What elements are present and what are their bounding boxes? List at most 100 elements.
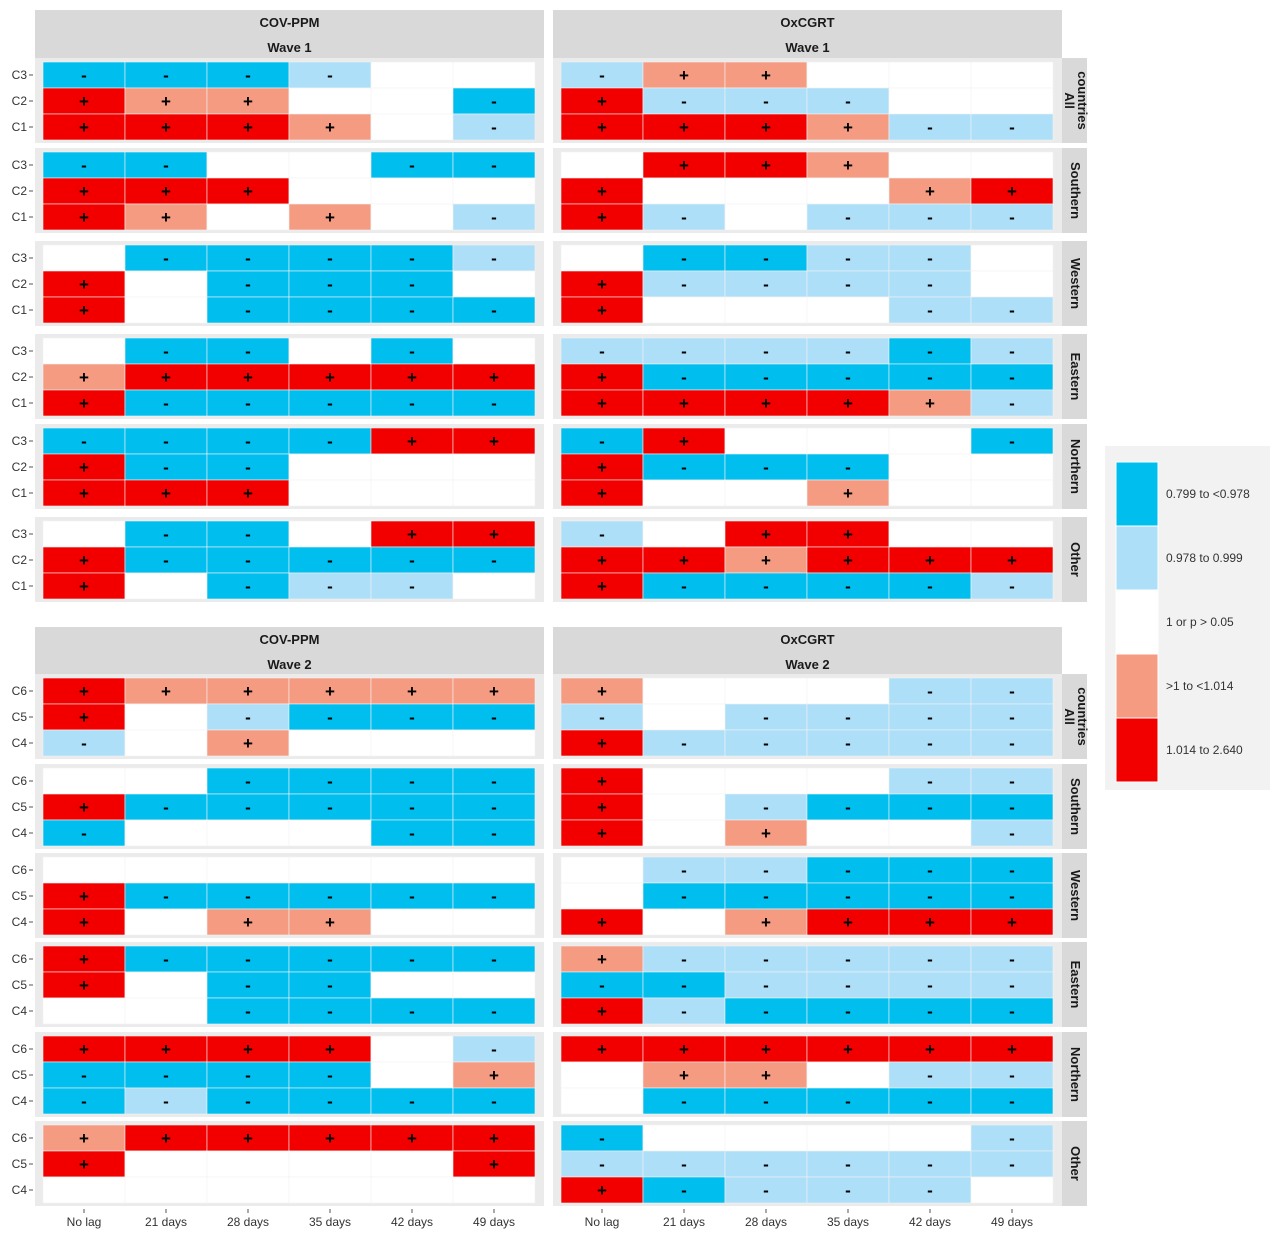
cell-sign: + xyxy=(1007,913,1017,932)
cell-sign: - xyxy=(681,92,687,111)
heatmap-cell xyxy=(724,1150,808,1178)
heatmap-cell xyxy=(206,296,290,324)
cell-sign: + xyxy=(161,118,171,137)
x-tick-label: 28 days xyxy=(745,1215,787,1229)
heatmap-cell xyxy=(124,244,208,272)
heatmap-cell xyxy=(560,113,644,141)
cell-sign: + xyxy=(1007,551,1017,570)
x-tick-label: No lag xyxy=(585,1215,620,1229)
heatmap-cell xyxy=(124,427,208,455)
region-strip xyxy=(1062,1032,1087,1117)
heatmap-cell xyxy=(288,151,372,179)
heatmap-cell xyxy=(560,856,644,884)
wave-label: Wave 1 xyxy=(785,40,829,55)
cell-sign: + xyxy=(79,275,89,294)
heatmap-cell xyxy=(806,1176,890,1204)
heatmap-cell xyxy=(42,546,126,574)
heatmap-cell xyxy=(888,882,972,910)
cell-sign: + xyxy=(161,92,171,111)
heatmap-cell xyxy=(888,856,972,884)
heatmap-cell xyxy=(124,151,208,179)
heatmap-cell xyxy=(206,1087,290,1115)
heatmap-cell xyxy=(888,479,972,507)
cell-sign: + xyxy=(843,1040,853,1059)
row-label: C1 xyxy=(12,120,28,134)
heatmap-cell xyxy=(560,520,644,548)
cell-sign: + xyxy=(925,182,935,201)
heatmap-cell xyxy=(288,203,372,231)
cell-sign: - xyxy=(927,275,933,294)
row-label: C6 xyxy=(12,1131,28,1145)
heatmap-cell xyxy=(370,177,454,205)
cell-sign: + xyxy=(597,1181,607,1200)
cell-sign: - xyxy=(681,1155,687,1174)
heatmap-cell xyxy=(124,520,208,548)
x-tick-label: 49 days xyxy=(473,1215,515,1229)
heatmap-cell xyxy=(370,113,454,141)
cell-sign: + xyxy=(679,118,689,137)
cell-sign: - xyxy=(163,525,169,544)
x-tick-label: 42 days xyxy=(909,1215,951,1229)
heatmap-cell xyxy=(370,151,454,179)
heatmap-cell xyxy=(560,151,644,179)
x-tick-label: 21 days xyxy=(145,1215,187,1229)
row-label: C6 xyxy=(12,774,28,788)
heatmap-cell xyxy=(206,520,290,548)
heatmap-cell xyxy=(642,703,726,731)
cell-sign: - xyxy=(927,368,933,387)
heatmap-cell xyxy=(560,61,644,89)
heatmap-cell xyxy=(970,1124,1054,1152)
cell-sign: + xyxy=(679,1040,689,1059)
heatmap-cell xyxy=(124,793,208,821)
region-label: Southern xyxy=(1068,162,1083,219)
heatmap-cell xyxy=(288,1087,372,1115)
heatmap-cell xyxy=(642,793,726,821)
cell-sign: - xyxy=(845,458,851,477)
cell-sign: - xyxy=(491,394,497,413)
heatmap-cell xyxy=(970,1035,1054,1063)
panel-title: OxCGRT xyxy=(780,632,834,647)
heatmap-cell xyxy=(124,337,208,365)
heatmap-cell xyxy=(724,87,808,115)
heatmap-cell xyxy=(806,1087,890,1115)
heatmap-cell xyxy=(206,908,290,936)
cell-sign: - xyxy=(409,551,415,570)
heatmap-cell xyxy=(888,61,972,89)
cell-sign: - xyxy=(1009,682,1015,701)
cell-sign: + xyxy=(79,577,89,596)
heatmap-cell xyxy=(288,856,372,884)
cell-sign: - xyxy=(845,887,851,906)
cell-sign: - xyxy=(1009,394,1015,413)
cell-sign: - xyxy=(409,950,415,969)
cell-sign: - xyxy=(327,708,333,727)
cell-sign: + xyxy=(843,484,853,503)
heatmap-cell xyxy=(724,908,808,936)
heatmap-cell xyxy=(888,793,972,821)
heatmap-cell xyxy=(370,767,454,795)
cell-sign: - xyxy=(763,734,769,753)
cell-sign: - xyxy=(763,798,769,817)
cell-sign: - xyxy=(327,301,333,320)
heatmap-cell xyxy=(370,1124,454,1152)
cell-sign: + xyxy=(79,458,89,477)
panel-title: OxCGRT xyxy=(780,15,834,30)
heatmap-cell xyxy=(288,945,372,973)
heatmap-cell xyxy=(42,767,126,795)
row-label: C2 xyxy=(12,94,28,108)
cell-sign: - xyxy=(927,1092,933,1111)
cell-sign: - xyxy=(491,1040,497,1059)
cell-sign: + xyxy=(243,913,253,932)
heatmap-cell xyxy=(206,882,290,910)
cell-sign: - xyxy=(245,772,251,791)
heatmap-cell xyxy=(206,1124,290,1152)
heatmap-cell xyxy=(888,908,972,936)
heatmap-cell xyxy=(206,703,290,731)
heatmap-cell xyxy=(124,572,208,600)
row-label: C3 xyxy=(12,158,28,172)
heatmap-cell xyxy=(288,546,372,574)
cell-sign: + xyxy=(407,682,417,701)
heatmap-cell xyxy=(206,61,290,89)
heatmap-cell xyxy=(642,87,726,115)
cell-sign: - xyxy=(1009,1129,1015,1148)
heatmap-cell xyxy=(888,703,972,731)
